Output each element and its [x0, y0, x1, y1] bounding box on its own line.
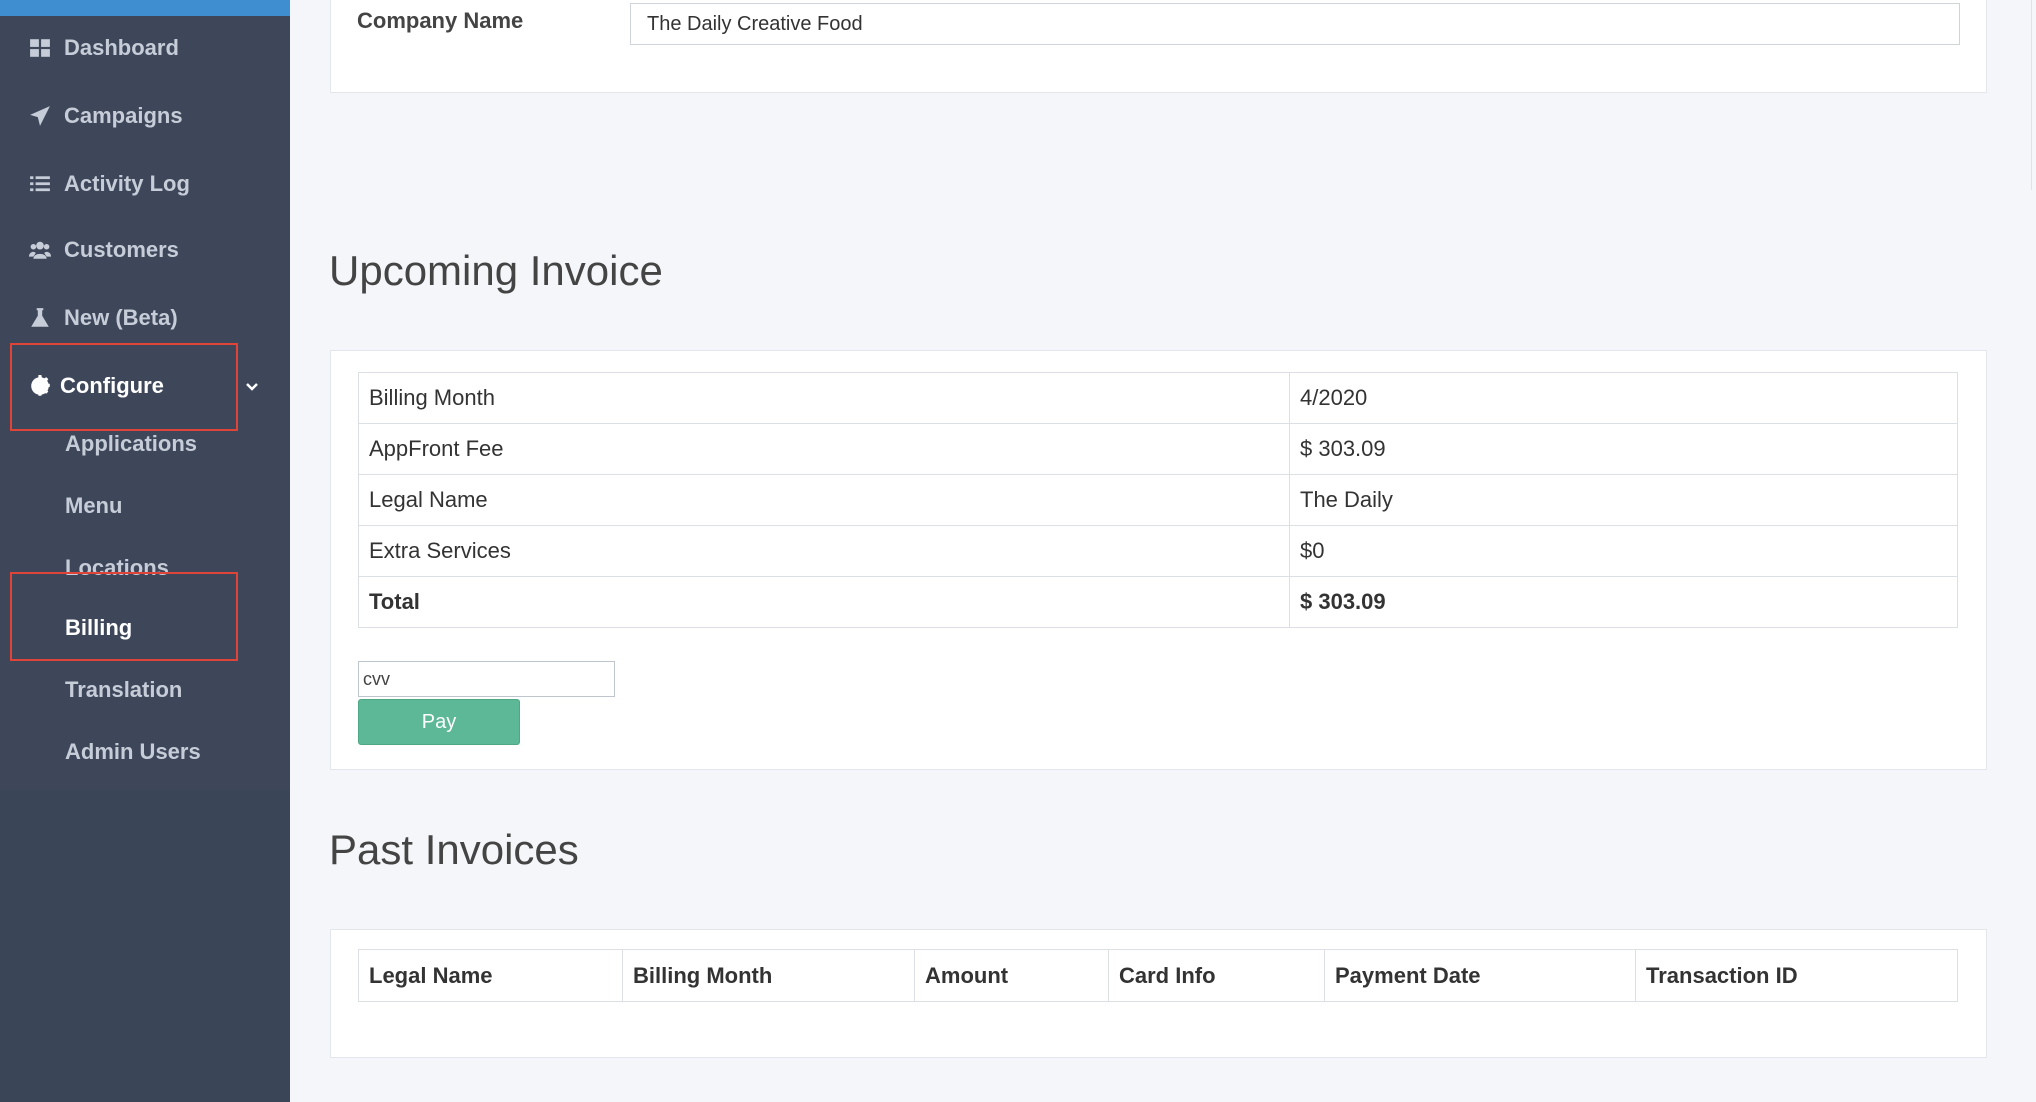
- company-name-label: Company Name: [357, 8, 524, 33]
- sidebar-item-label: Dashboard: [64, 35, 179, 60]
- table-row: Billing Month 4/2020: [358, 372, 1958, 424]
- sidebar-item-customers[interactable]: Customers: [0, 223, 290, 277]
- sidebar-menu: [0, 16, 290, 790]
- sidebar-item-dashboard[interactable]: Dashboard: [0, 21, 290, 75]
- table-row: Extra Services $0: [358, 525, 1958, 577]
- upcoming-invoice-table: Billing Month 4/2020 AppFront Fee $ 303.…: [358, 372, 1958, 628]
- sidebar-item-label: Configure: [60, 373, 164, 398]
- column-header: Transaction ID: [1635, 949, 1958, 1002]
- scrollbar-track[interactable]: [2031, 0, 2036, 190]
- sidebar-subitem-translation[interactable]: Translation: [65, 677, 183, 702]
- table-header-row: Legal Name Billing Month Amount Card Inf…: [358, 949, 1958, 1002]
- table-cell-label: Total: [358, 576, 1290, 628]
- sidebar-subitem-billing[interactable]: Billing: [65, 615, 133, 640]
- sidebar-subitem-menu[interactable]: Menu: [65, 493, 123, 518]
- sidebar-subitem-locations[interactable]: Locations: [65, 555, 169, 580]
- table-cell-value: 4/2020: [1289, 372, 1958, 424]
- table-cell-label: AppFront Fee: [358, 423, 1290, 475]
- table-cell-label: Legal Name: [358, 474, 1290, 526]
- table-cell-value: $ 303.09: [1289, 576, 1958, 628]
- sidebar-item-label: Activity Log: [64, 171, 190, 196]
- sidebar-top-accent: [0, 0, 290, 16]
- sidebar-item-campaigns[interactable]: Campaigns: [0, 89, 290, 143]
- column-header: Payment Date: [1324, 949, 1636, 1002]
- billing-highlight-box: [10, 572, 238, 661]
- table-row-total: Total $ 303.09: [358, 576, 1958, 628]
- column-header: Amount: [914, 949, 1109, 1002]
- sidebar-item-label: Customers: [64, 237, 179, 262]
- table-row: Legal Name The Daily: [358, 474, 1958, 526]
- sidebar-item-activity-log[interactable]: Activity Log: [0, 157, 290, 211]
- sidebar-subitem-admin-users[interactable]: Admin Users: [65, 739, 201, 764]
- upcoming-invoice-title: Upcoming Invoice: [329, 247, 663, 294]
- column-header: Billing Month: [622, 949, 915, 1002]
- table-cell-label: Extra Services: [358, 525, 1290, 577]
- paper-plane-icon: [28, 104, 52, 128]
- table-cell-value: The Daily: [1289, 474, 1958, 526]
- table-cell-value: $ 303.09: [1289, 423, 1958, 475]
- users-icon: [28, 238, 52, 262]
- past-invoices-title: Past Invoices: [329, 826, 579, 873]
- configure-highlight-box: [10, 343, 238, 431]
- table-row: AppFront Fee $ 303.09: [358, 423, 1958, 475]
- table-cell-value: $0: [1289, 525, 1958, 577]
- gear-icon: [28, 374, 52, 398]
- column-header: Card Info: [1108, 949, 1325, 1002]
- flask-icon: [28, 306, 52, 330]
- table-cell-label: Billing Month: [358, 372, 1290, 424]
- chevron-down-icon[interactable]: [242, 376, 262, 396]
- sidebar-item-new-beta[interactable]: New (Beta): [0, 291, 290, 345]
- column-header: Legal Name: [358, 949, 623, 1002]
- list-icon: [28, 172, 52, 196]
- cvv-input[interactable]: [358, 661, 615, 697]
- company-name-input[interactable]: The Daily Creative Food: [630, 3, 1960, 45]
- past-invoices-table: Legal Name Billing Month Amount Card Inf…: [358, 949, 1958, 1002]
- sidebar-subitem-applications[interactable]: Applications: [65, 431, 198, 456]
- dashboard-icon: [28, 36, 52, 60]
- sidebar: Dashboard Campaigns Activity Log Custome…: [0, 0, 290, 1102]
- sidebar-item-configure[interactable]: Configure: [0, 359, 290, 413]
- sidebar-item-label: Campaigns: [64, 103, 183, 128]
- sidebar-item-label: New (Beta): [64, 305, 178, 330]
- pay-button[interactable]: Pay: [358, 699, 520, 745]
